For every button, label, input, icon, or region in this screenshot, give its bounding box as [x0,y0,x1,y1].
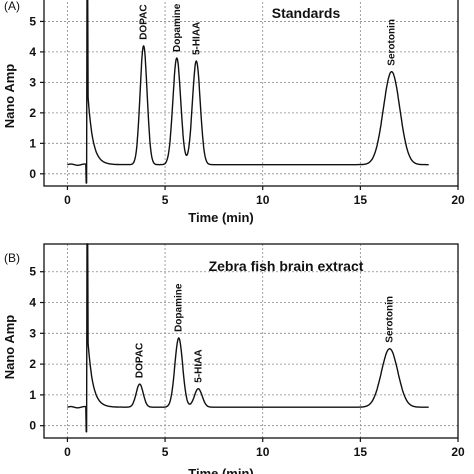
x-tick-label: 5 [162,445,169,459]
chart-panel-a: 0 5 10 15 20 0 1 2 3 4 5 Time (min) Nano Amp (A) Stand… [2,0,465,225]
y-tick-label: 5 [29,265,36,279]
x-tick-label: 10 [256,445,270,459]
y-tick-label: 4 [29,45,36,59]
x-tick-label: 15 [354,193,368,207]
y-tick-label: 1 [29,388,36,402]
x-tick-label: 0 [64,193,71,207]
y-tick-label: 2 [29,357,36,371]
chart-title: Standards [272,5,341,21]
y-axis-label: Nano Amp [2,64,17,129]
x-tick-label: 0 [64,445,71,459]
peak-label: DOPAC [135,343,146,378]
y-tick-label: 0 [29,167,36,181]
peak-label: DOPAC [139,4,150,39]
chromatogram-trace [67,243,429,433]
chromatogram-trace [67,0,429,184]
peak-label: Dopamine [174,283,185,332]
plot-frame [43,243,459,439]
plot-frame [43,0,459,187]
y-tick-label: 0 [29,419,36,433]
peak-label: Serotonin [385,296,396,343]
y-tick-label: 2 [29,106,36,120]
x-axis-label: Time (min) [188,210,254,225]
y-tick-label: 3 [29,75,36,89]
x-tick-label: 15 [354,445,368,459]
y-tick-label: 1 [29,136,36,150]
x-axis-label: Time (min) [188,466,254,474]
panel-label: (A) [4,0,20,13]
x-tick-label: 20 [451,193,465,207]
panel-label: (B) [4,251,20,265]
peak-label: 5-HIAA [193,349,204,382]
y-axis-label: Nano Amp [2,315,17,380]
peak-label: Serotonin [387,19,398,66]
chart-panel-b: 0 5 10 15 20 0 1 2 3 4 5 Time (min) Nano Amp (B) Zebra… [2,243,465,474]
x-tick-label: 5 [162,193,169,207]
peak-label: 5-HIAA [191,22,202,55]
chart-title: Zebra fish brain extract [209,258,364,274]
x-tick-label: 20 [451,445,465,459]
y-tick-label: 4 [29,296,36,310]
peak-label: Dopamine [172,3,183,52]
y-tick-label: 5 [29,14,36,28]
y-tick-label: 3 [29,326,36,340]
x-tick-label: 10 [256,193,270,207]
